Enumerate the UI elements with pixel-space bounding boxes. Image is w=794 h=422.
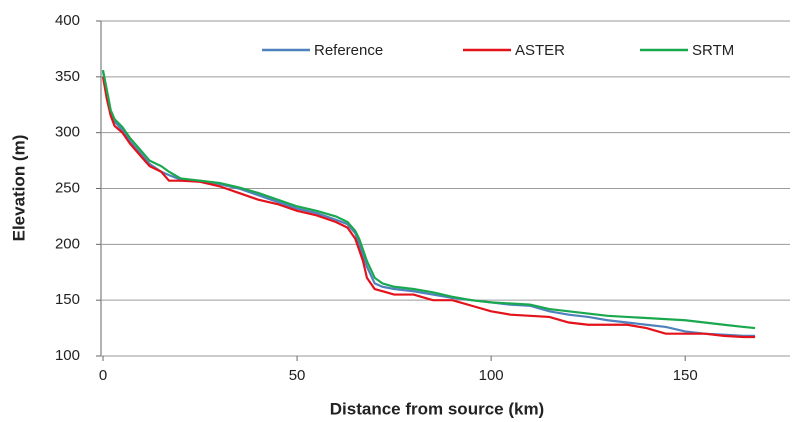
y-tick-label: 300 — [55, 124, 80, 141]
series-line — [101, 71, 756, 337]
y-tick-label: 200 — [55, 235, 80, 252]
x-tick-label: 100 — [479, 367, 504, 384]
y-tick-label: 250 — [55, 179, 80, 196]
series-line — [101, 69, 756, 330]
x-tick-label: 0 — [99, 367, 107, 384]
legend-label: Reference — [314, 42, 383, 59]
legend-label: ASTER — [515, 42, 565, 59]
y-tick-label: 400 — [55, 12, 80, 29]
x-tick-label: 50 — [289, 367, 306, 384]
series-line — [101, 76, 756, 339]
y-tick-label: 100 — [55, 347, 80, 364]
y-axis-title: Elevation (m) — [9, 135, 28, 242]
y-tick-label: 350 — [55, 68, 80, 85]
legend-label: SRTM — [692, 42, 734, 59]
x-tick-label: 150 — [673, 367, 698, 384]
x-axis-title: Distance from source (km) — [330, 399, 544, 418]
y-tick-label: 150 — [55, 291, 80, 308]
